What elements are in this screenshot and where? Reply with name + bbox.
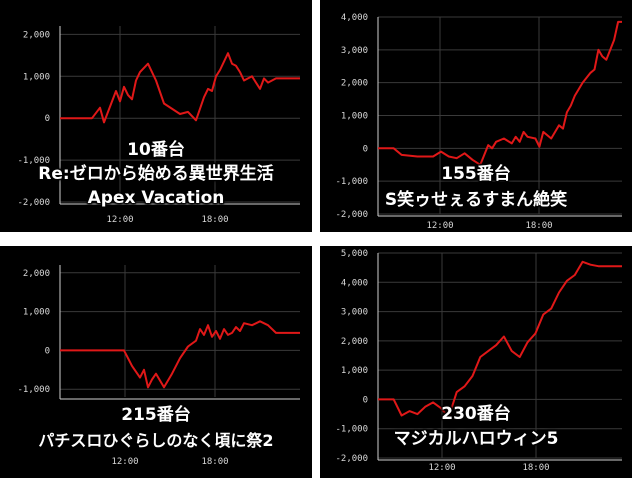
x-tick-label: 18:00 <box>522 463 549 473</box>
chart-subtitle-line-1: Re:ゼロから始める異世界生活 <box>38 164 274 184</box>
y-tick-label: 5,000 <box>341 249 368 259</box>
y-tick-label: 4,000 <box>341 278 368 288</box>
y-tick-label: -1,000 <box>335 177 368 187</box>
y-tick-label: 1,000 <box>23 308 50 318</box>
chart-subtitle: S笑ゥせぇるすまん絶笑 <box>384 190 568 210</box>
chart-title: 155番台 <box>441 164 511 184</box>
y-tick-label: -2,000 <box>17 198 50 208</box>
series-line-0 <box>60 52 300 124</box>
chart-panel-230: 5,000 4,000 3,000 2,000 1,000 0 -1,000 -2,000 12… <box>320 246 632 478</box>
y-tick-label: -1,000 <box>335 425 368 435</box>
chart-subtitle: パチスロひぐらしのなく頃に祭2 <box>38 431 274 450</box>
y-tick-label: 1,000 <box>341 366 368 376</box>
chart-title: 10番台 <box>127 140 185 160</box>
chart-title: 215番台 <box>121 405 191 425</box>
line-chart-230: 5,000 4,000 3,000 2,000 1,000 0 -1,000 -2,000 12… <box>335 249 622 473</box>
chart-panel-155: 4,000 3,000 2,000 1,000 0 -1,000 -2,000 12:00 18… <box>320 0 632 232</box>
x-tick-label: 18:00 <box>201 457 228 467</box>
y-tick-label: -1,000 <box>17 156 50 166</box>
y-tick-label: 3,000 <box>341 308 368 318</box>
series-line-0 <box>378 260 622 418</box>
y-tick-label: 0 <box>45 346 50 356</box>
x-tick-label: 12:00 <box>426 221 453 231</box>
y-tick-label: 4,000 <box>341 13 368 23</box>
y-tick-label: -2,000 <box>335 454 368 464</box>
line-chart-10: 2,000 1,000 0 -1,000 -2,000 12:00 18:00 <box>17 26 300 225</box>
chart-title: 230番台 <box>441 404 511 424</box>
line-chart-155: 4,000 3,000 2,000 1,000 0 -1,000 -2,000 12:00 18… <box>335 13 622 231</box>
x-tick-label: 12:00 <box>111 457 138 467</box>
y-tick-label: 2,000 <box>23 269 50 279</box>
chart-subtitle-line-2: Apex Vacation <box>87 188 225 208</box>
y-tick-label: -2,000 <box>335 210 368 220</box>
chart-subtitle: マジカルハロウィン5 <box>393 429 559 449</box>
y-tick-label: 0 <box>363 144 368 154</box>
series-line-0 <box>60 320 300 389</box>
x-tick-label: 18:00 <box>525 221 552 231</box>
y-tick-label: 1,000 <box>23 72 50 82</box>
y-tick-label: 3,000 <box>341 46 368 56</box>
y-tick-label: -1,000 <box>17 385 50 395</box>
chart-panel-10: 2,000 1,000 0 -1,000 -2,000 12:00 18:00 10番台 R… <box>0 0 312 232</box>
y-tick-label: 0 <box>363 395 368 405</box>
series-line-0 <box>378 20 622 166</box>
y-tick-label: 1,000 <box>341 112 368 122</box>
x-tick-label: 12:00 <box>106 215 133 225</box>
chart-panel-215: 2,000 1,000 0 -1,000 12:00 18:00 215番台 パチスロひぐ… <box>0 246 312 478</box>
x-tick-label: 12:00 <box>428 463 455 473</box>
y-tick-label: 2,000 <box>341 337 368 347</box>
y-tick-label: 0 <box>45 114 50 124</box>
y-tick-label: 2,000 <box>23 30 50 40</box>
line-chart-215: 2,000 1,000 0 -1,000 12:00 18:00 <box>17 265 300 467</box>
y-tick-label: 2,000 <box>341 79 368 89</box>
x-tick-label: 18:00 <box>201 215 228 225</box>
